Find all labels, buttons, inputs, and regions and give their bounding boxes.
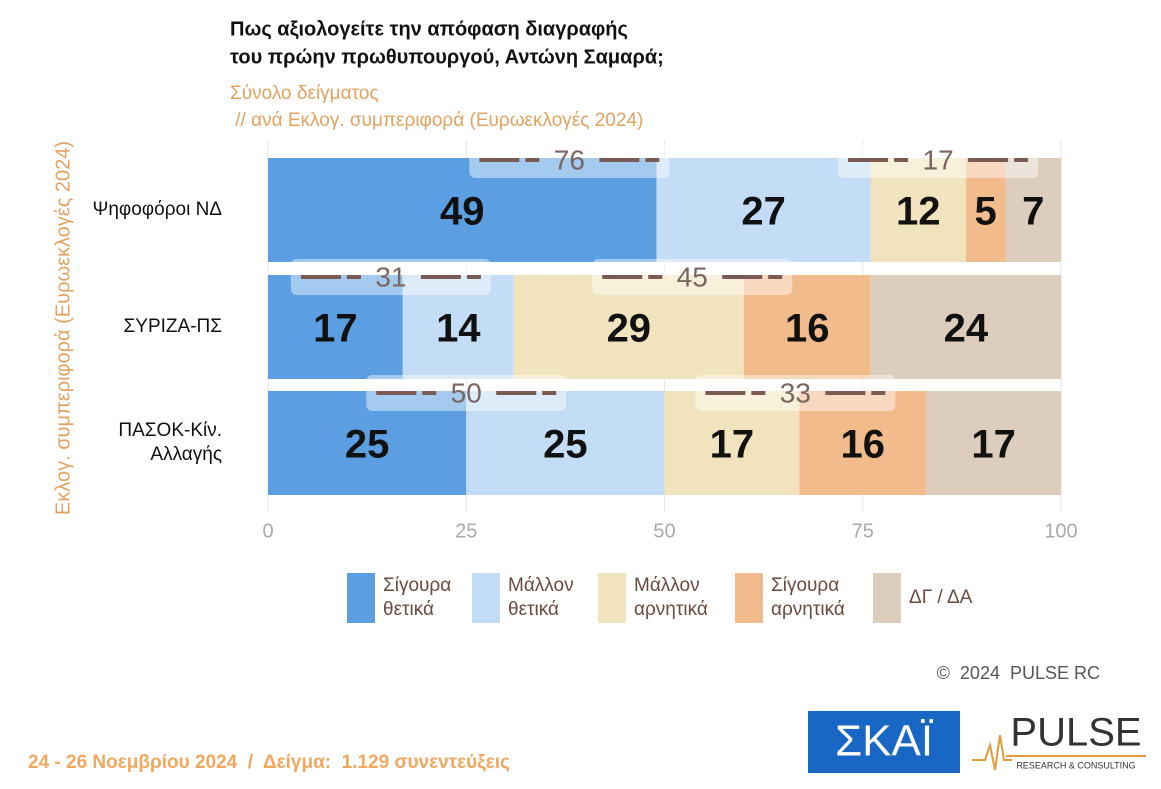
chart-subtitle: // ανά Εκλογ. συμπεριφορά (Ευρωεκλογές 2… — [230, 110, 643, 131]
value-label: 5 — [975, 190, 997, 234]
pulse-logo-sub: RESEARCH & CONSULTING — [1016, 760, 1135, 770]
bar-segment — [870, 158, 966, 262]
total-label: 50 — [451, 377, 482, 408]
legend-swatch — [472, 573, 500, 623]
value-label: 7 — [1022, 190, 1044, 234]
bar-segment — [513, 275, 744, 379]
total-box — [838, 142, 1039, 178]
bar-segment — [402, 275, 514, 379]
legend-swatch — [598, 573, 626, 623]
value-label: 25 — [543, 423, 588, 467]
total-box — [366, 375, 567, 411]
bar-segment — [656, 158, 871, 262]
bar-segment — [870, 275, 1061, 379]
y-axis-label: Εκλογ. συμπεριφορά (Ευρωεκλογές 2024) — [52, 141, 74, 515]
bar-segment — [664, 391, 800, 495]
value-label: 17 — [710, 423, 755, 467]
copyright: © 2024 PULSE RC — [937, 663, 1100, 683]
x-tick-label: 75 — [852, 520, 874, 542]
total-box — [695, 375, 896, 411]
value-label: 49 — [440, 190, 485, 234]
total-label: 76 — [554, 144, 585, 175]
legend-swatch — [347, 573, 375, 623]
value-label: 16 — [785, 307, 830, 351]
pulse-logo-wave — [972, 734, 1012, 771]
bar-segment — [268, 158, 657, 262]
total-label: 31 — [375, 261, 406, 292]
value-label: 14 — [436, 307, 481, 351]
x-tick-label: 100 — [1044, 520, 1077, 542]
value-label: 17 — [313, 307, 358, 351]
value-label: 29 — [607, 307, 652, 351]
value-label: 27 — [741, 190, 786, 234]
bar-segment — [466, 391, 665, 495]
value-label: 16 — [841, 423, 886, 467]
legend-label: Μάλλον θετικά — [508, 575, 574, 620]
total-label: 45 — [677, 261, 708, 292]
category-label: Ψηφοφόροι ΝΔ — [92, 199, 222, 220]
chart-title: του πρώην πρωθυπουργού, Αντώνη Σαμαρά; — [230, 46, 664, 68]
bar-segment — [799, 391, 927, 495]
value-label: 12 — [896, 190, 941, 234]
total-label: 17 — [923, 144, 954, 175]
pulse-logo: PULSE — [1010, 711, 1141, 755]
chart-title: Πως αξιολογείτε την απόφαση διαγραφής — [230, 18, 628, 40]
category-label: ΣΥΡΙΖΑ-ΠΣ — [123, 316, 222, 337]
legend-label: Σίγουρα αρνητικά — [771, 575, 845, 620]
legend-label: ΔΓ / ΔΑ — [909, 587, 973, 608]
total-box — [290, 259, 491, 295]
skai-logo: ΣΚΑΪ — [835, 717, 934, 766]
value-label: 24 — [944, 307, 989, 351]
bar-segment — [268, 391, 467, 495]
x-tick-label: 25 — [455, 520, 477, 542]
category-label: ΠΑΣΟΚ-Κίν. Αλλαγής — [118, 420, 222, 465]
total-box — [592, 259, 793, 295]
total-label: 33 — [780, 377, 811, 408]
chart-subtitle: Σύνολο δείγματος — [230, 83, 379, 104]
legend-swatch — [735, 573, 763, 623]
total-box — [469, 142, 670, 178]
footer-fieldwork: 24 - 26 Νοεμβρίου 2024 / Δείγμα: 1.129 σ… — [28, 752, 510, 773]
legend-label: Μάλλον αρνητικά — [634, 575, 708, 620]
x-tick-label: 0 — [262, 520, 273, 542]
bar-segment — [268, 275, 403, 379]
value-label: 25 — [345, 423, 390, 467]
bar-segment — [965, 158, 1006, 262]
bar-segment — [743, 275, 871, 379]
legend-swatch — [873, 573, 901, 623]
bar-segment — [926, 391, 1061, 495]
bar-segment — [1005, 158, 1061, 262]
skai-logo-box — [808, 711, 960, 773]
legend-label: Σίγουρα θετικά — [383, 575, 452, 620]
value-label: 17 — [971, 423, 1016, 467]
x-tick-label: 50 — [653, 520, 675, 542]
